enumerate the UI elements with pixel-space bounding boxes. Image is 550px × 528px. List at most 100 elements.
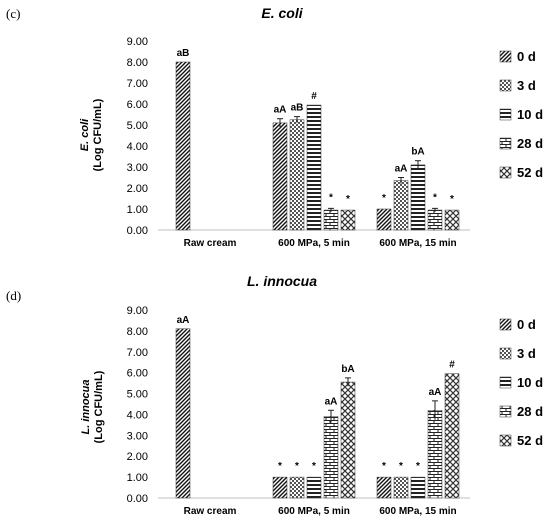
bar	[323, 209, 339, 231]
legend-swatch	[499, 376, 512, 389]
x-tick-label: Raw cream	[184, 238, 237, 249]
bar	[427, 209, 443, 231]
legend-label: 28 d	[517, 136, 543, 151]
chart-title: L. innocua	[247, 273, 317, 289]
legend-label: 52 d	[517, 433, 543, 448]
bar	[175, 328, 191, 499]
data-label: *	[399, 461, 403, 472]
bar	[323, 416, 339, 499]
y-tick-label: 6.00	[127, 368, 148, 380]
data-label: *	[346, 194, 350, 205]
data-label: *	[278, 461, 282, 472]
bar	[340, 381, 356, 499]
bar	[410, 164, 426, 231]
chart-title: E. coli	[261, 5, 303, 21]
legend-swatch	[499, 50, 512, 63]
y-axis-label-unit: (Log CFU/mL)	[92, 98, 104, 171]
bar	[444, 209, 460, 231]
data-label: *	[382, 461, 386, 472]
panel-label: (c)	[6, 6, 20, 21]
x-tick-label: 600 MPa, 5 min	[278, 506, 350, 517]
x-tick-label: Raw cream	[184, 506, 237, 517]
y-axis-label-unit: (Log CFU/mL)	[93, 370, 105, 443]
data-label: *	[312, 461, 316, 472]
y-tick-label: 0.00	[127, 493, 148, 505]
y-tick-label: 9.00	[127, 305, 148, 317]
y-tick-label: 1.00	[127, 472, 148, 484]
y-tick-label: 6.00	[127, 99, 148, 111]
data-label: aB	[291, 103, 304, 114]
data-label: *	[295, 461, 299, 472]
bar	[444, 373, 460, 499]
legend-label: 10 d	[517, 107, 543, 122]
plot-area: 0.00 1.00 2.00 3.00 4.00 5.00 6.00 7.00 8.00 9.00…	[127, 36, 543, 249]
data-label: aB	[177, 48, 190, 59]
y-axis-label-organism: E. coli	[79, 118, 91, 151]
data-label: *	[329, 192, 333, 203]
legend-label: 0 d	[517, 49, 536, 64]
legend-swatch	[499, 108, 512, 121]
legend-label: 28 d	[517, 404, 543, 419]
data-label: *	[416, 461, 420, 472]
y-tick-label: 7.00	[127, 347, 148, 359]
y-tick-label: 7.00	[127, 78, 148, 90]
y-tick-label: 1.00	[127, 204, 148, 216]
y-tick-label: 8.00	[127, 326, 148, 338]
legend-swatch	[499, 137, 512, 150]
legend-swatch	[499, 166, 512, 179]
y-tick-label: 3.00	[127, 162, 148, 174]
y-tick-label: 9.00	[127, 36, 148, 48]
y-tick-label: 2.00	[127, 183, 148, 195]
data-label: *	[433, 192, 437, 203]
x-tick-label: 600 MPa, 15 min	[379, 238, 456, 249]
legend-swatch	[499, 79, 512, 92]
bar	[393, 476, 409, 499]
legend-label: 3 d	[517, 78, 536, 93]
bar	[306, 476, 322, 499]
bar	[272, 476, 288, 499]
bar	[289, 119, 305, 231]
bar	[427, 410, 443, 499]
legend-label: 10 d	[517, 375, 543, 390]
y-tick-label: 8.00	[127, 57, 148, 69]
data-label: aA	[274, 105, 287, 116]
y-axis-label: L. innocua (Log CFU/mL)	[80, 370, 105, 443]
panel-label: (d)	[6, 288, 21, 303]
data-label: bA	[341, 364, 354, 375]
bar	[376, 476, 392, 499]
data-label: #	[449, 360, 455, 371]
bar	[289, 476, 305, 499]
y-tick-label: 4.00	[127, 141, 148, 153]
plot-area: 0.00 1.00 2.00 3.00 4.00 5.00 6.00 7.00 8.00 9.00…	[127, 305, 543, 517]
y-axis-label: E. coli (Log CFU/mL)	[79, 98, 104, 171]
bar	[175, 61, 191, 231]
legend-label: 52 d	[517, 165, 543, 180]
x-tick-label: 600 MPa, 15 min	[379, 506, 456, 517]
data-label: #	[311, 91, 317, 102]
y-tick-label: 4.00	[127, 409, 148, 421]
panel-c: (c) E. coli E. coli (Log CFU/mL) 0.00 1.0…	[6, 5, 543, 249]
data-label: *	[450, 194, 454, 205]
data-label: aA	[395, 164, 408, 175]
data-label: bA	[411, 147, 424, 158]
bar	[376, 208, 392, 231]
panel-d: (d) L. innocua L. innocua (Log CFU/mL) 0…	[6, 273, 543, 517]
bar	[410, 476, 426, 499]
data-label: aA	[177, 315, 190, 326]
y-tick-label: 0.00	[127, 225, 148, 237]
y-tick-label: 5.00	[127, 389, 148, 401]
bar	[272, 122, 288, 231]
x-tick-label: 600 MPa, 5 min	[278, 238, 350, 249]
y-axis-label-organism: L. innocua	[80, 380, 92, 435]
data-label: aA	[429, 387, 442, 398]
legend-swatch	[499, 347, 512, 360]
legend-swatch	[499, 405, 512, 418]
y-tick-label: 5.00	[127, 120, 148, 132]
data-label: *	[382, 193, 386, 204]
data-label: aA	[325, 396, 338, 407]
y-tick-label: 2.00	[127, 451, 148, 463]
bar	[306, 104, 322, 231]
y-tick-label: 3.00	[127, 430, 148, 442]
legend-swatch	[499, 434, 512, 447]
